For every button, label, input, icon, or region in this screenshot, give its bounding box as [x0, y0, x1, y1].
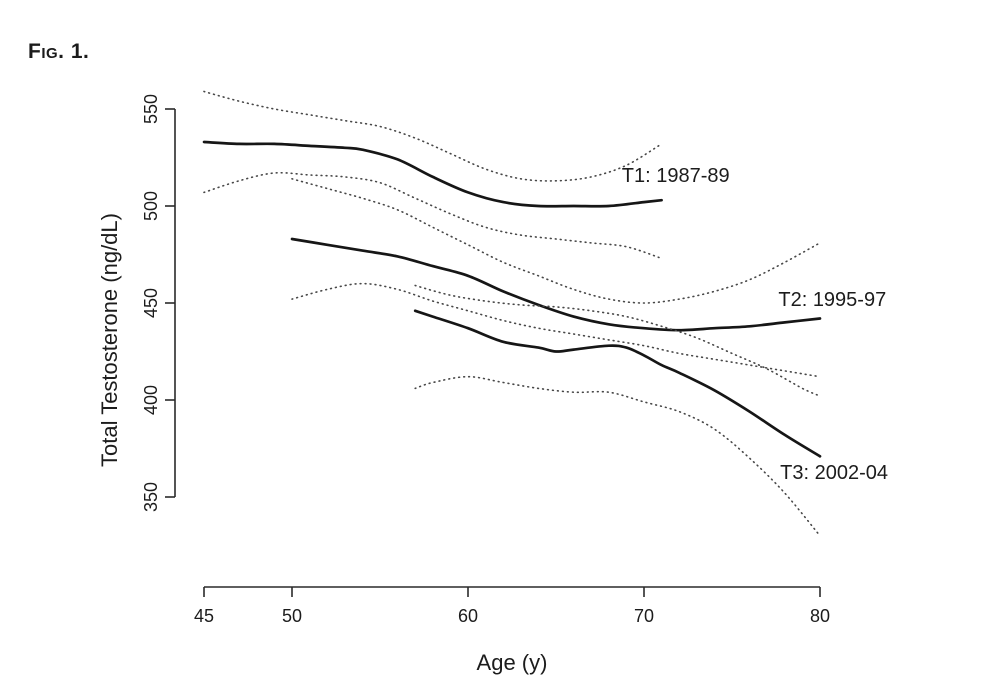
x-tick-label: 70 [634, 606, 654, 626]
curves-group: T1: 1987-89 T2: 1995-97 T3: 2002-04 [202, 90, 888, 537]
series-T1-label: T1: 1987-89 [622, 165, 730, 187]
series-T1-upper-ci-dotted-line [203, 90, 663, 182]
x-tick-label: 80 [810, 606, 830, 626]
series-T2-label: T2: 1995-97 [778, 289, 886, 311]
series-T2-upper-ci-dotted-line [291, 178, 821, 304]
series-T3-label: T3: 2002-04 [780, 462, 888, 484]
series-T3-upper-ci-dotted-line [414, 284, 821, 397]
series-T3-center-line [413, 309, 822, 458]
series-T1-lower-ci-dotted-line [203, 171, 663, 260]
y-tick-label: 500 [141, 191, 161, 221]
axis-titles-group: Age (y) Total Testosterone (ng/dL) [97, 213, 547, 675]
y-tick-label: 550 [141, 94, 161, 124]
y-tick-label: 400 [141, 385, 161, 415]
x-tick-label: 50 [282, 606, 302, 626]
y-tick-label: 350 [141, 482, 161, 512]
axes-group: 45 50 60 70 80 350 400 450 500 550 [141, 94, 830, 626]
figure-caption-label: Fig. 1. [28, 40, 90, 63]
series-T1-center-line [202, 140, 663, 208]
x-axis-title: Age (y) [477, 650, 548, 675]
y-tick-label: 450 [141, 288, 161, 318]
series-T2-lower-ci-dotted-line [291, 282, 821, 378]
x-tick-label: 60 [458, 606, 478, 626]
series-T2-center-line [290, 237, 822, 332]
y-axis-title: Total Testosterone (ng/dL) [97, 213, 122, 467]
x-tick-label: 45 [194, 606, 214, 626]
series-T3-lower-ci-dotted-line [414, 375, 821, 537]
